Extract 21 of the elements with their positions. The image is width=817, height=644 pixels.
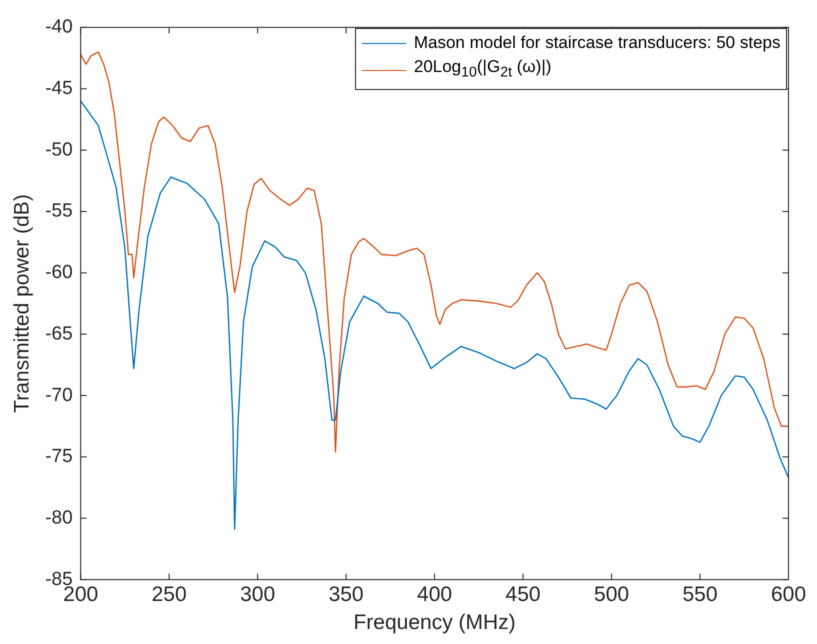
- y-tick-label: -75: [45, 446, 73, 468]
- x-tick-label: 350: [328, 582, 364, 606]
- y-tick-label: -55: [45, 200, 73, 222]
- x-tick-label: 500: [594, 582, 630, 606]
- x-tick-label: 550: [682, 582, 718, 606]
- legend-label: 20Log$_{10}$(|G$_{2t}$ (ω)|): [414, 56, 552, 83]
- x-axis-title: Frequency (MHz): [353, 611, 516, 634]
- x-tick-label: 250: [152, 582, 187, 606]
- y-tick-label: -70: [45, 384, 73, 406]
- y-tick-label: -60: [45, 262, 73, 284]
- y-tick-label: -80: [45, 507, 73, 528]
- y-tick-label: -45: [45, 78, 73, 99]
- y-tick-label: -40: [45, 16, 73, 38]
- legend-label: Mason model for staircase transducers: 50 steps: [414, 32, 780, 54]
- x-tick-label: 600: [770, 582, 806, 606]
- y-tick-label: -65: [45, 323, 73, 344]
- x-tick-label: 450: [506, 582, 541, 606]
- y-tick-label: -50: [45, 139, 73, 160]
- x-tick-label: 300: [240, 582, 276, 606]
- y-axis-title: Transmitted power (dB): [10, 194, 34, 413]
- x-tick-label: 400: [417, 582, 452, 606]
